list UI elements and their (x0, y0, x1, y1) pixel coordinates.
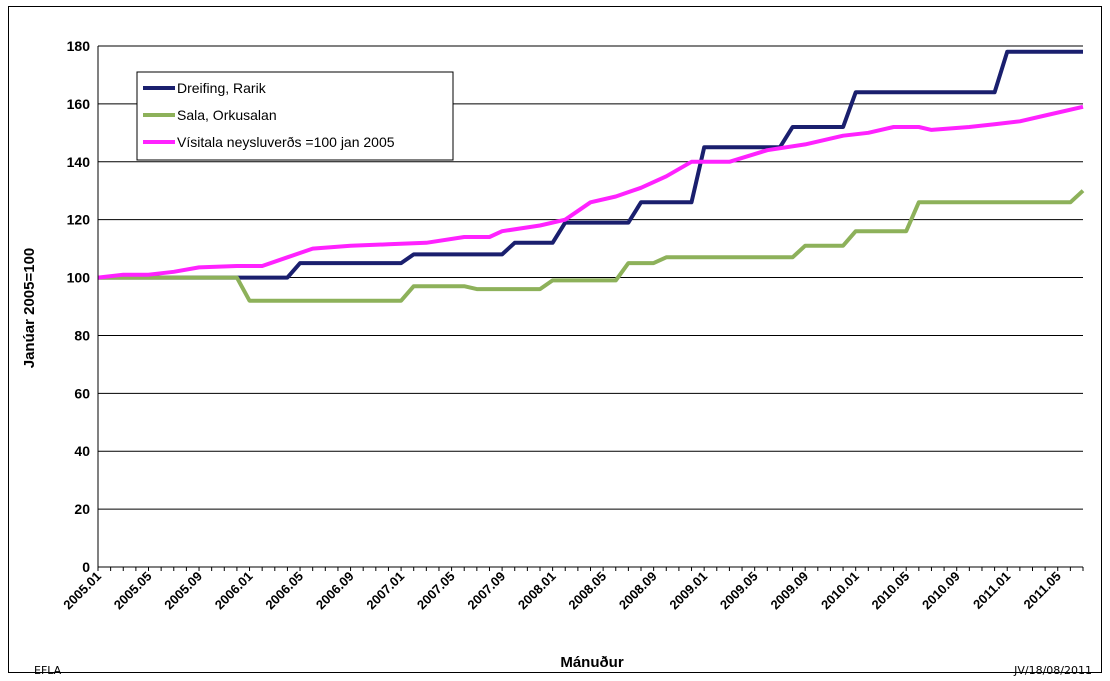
x-tick-label: 2005.05 (111, 569, 155, 613)
x-tick-label: 2010.05 (868, 569, 912, 613)
x-tick-label: 2005.09 (161, 569, 205, 613)
x-tick-label: 2006.01 (212, 569, 256, 613)
x-tick-label: 2008.09 (616, 569, 660, 613)
legend: Dreifing, Rarik Sala, Orkusalan Vísitala n… (136, 71, 454, 161)
footer-right: JV/18/08/2011 (1014, 664, 1092, 677)
x-tick-label: 2009.05 (717, 569, 761, 613)
legend-label: Vísitala neysluverðs =100 jan 2005 (177, 134, 395, 150)
y-tick-label: 140 (67, 154, 91, 170)
series-line-v-sitala-neysluver-s-100-jan-2005 (97, 104, 1084, 280)
x-tick-label: 2005.01 (60, 569, 104, 613)
legend-box (136, 71, 454, 161)
x-tick-label: 2010.01 (818, 569, 862, 613)
x-tick-label: 2007.09 (464, 569, 508, 613)
y-tick-label: 20 (74, 501, 90, 517)
y-tick-label: 60 (74, 385, 90, 401)
footer-left: EFLA (34, 664, 62, 677)
x-tick-label: 2007.01 (363, 569, 407, 613)
y-axis-title: Janúar 2005=100 (21, 248, 38, 369)
x-tick-label: 2010.09 (919, 569, 963, 613)
x-tick-label: 2009.09 (767, 569, 811, 613)
axes (97, 46, 1084, 571)
y-tick-label: 40 (74, 443, 90, 459)
x-axis-title: Mánuður (560, 654, 623, 671)
x-tick-label: 2008.05 (565, 569, 609, 613)
y-tick-label: 180 (67, 38, 91, 54)
x-tick-label: 2006.05 (262, 569, 306, 613)
x-tick-label: 2007.05 (414, 569, 458, 613)
series-line-sala-orkusalan (98, 189, 1085, 303)
legend-label: Sala, Orkusalan (177, 107, 277, 123)
y-tick-label: 0 (82, 559, 90, 575)
x-tick-label: 2006.09 (313, 569, 357, 613)
y-tick-label: 120 (67, 212, 91, 228)
x-tick-label: 2011.01 (970, 569, 1013, 612)
series-lines (97, 49, 1085, 303)
y-tick-labels: 0 20 40 60 80 100 120 140 160 180 (67, 38, 91, 575)
y-tick-label: 160 (67, 96, 91, 112)
x-tick-label: 2008.01 (515, 569, 559, 613)
y-tick-label: 80 (74, 327, 90, 343)
x-tick-labels: 2005.01 2005.05 2005.09 2006.01 2006.05 2006.… (60, 569, 1064, 613)
x-tick-label: 2009.01 (666, 569, 710, 613)
y-tick-label: 100 (67, 270, 91, 286)
x-tick-label: 2011.05 (1021, 569, 1064, 612)
grid-lines (98, 45, 1083, 510)
series-line-dreifing-rarik (98, 49, 1083, 280)
legend-label: Dreifing, Rarik (177, 80, 267, 96)
